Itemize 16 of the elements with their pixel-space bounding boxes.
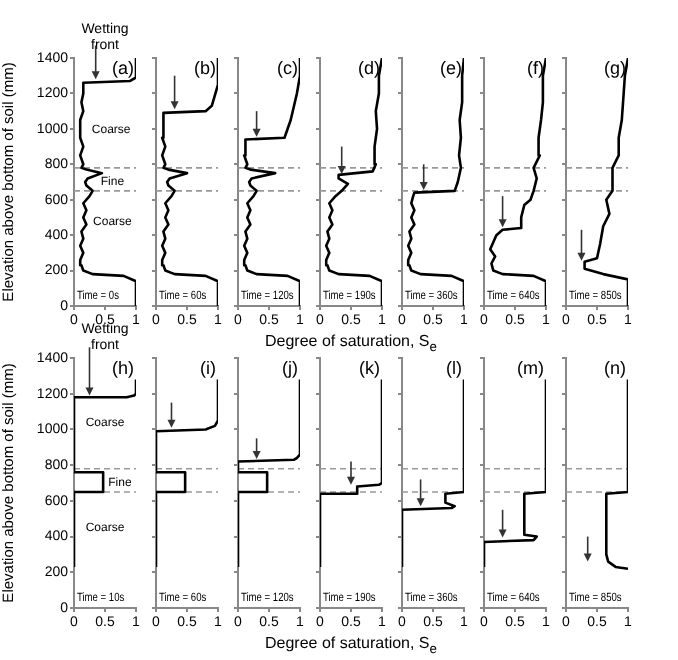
annotation: (l) bbox=[446, 357, 462, 378]
annotation: (n) bbox=[604, 357, 626, 378]
annotation: (c) bbox=[277, 57, 298, 78]
annotation: (m) bbox=[517, 357, 544, 378]
x-axis-title: Degree of saturation, S$_{e}$ bbox=[263, 332, 439, 356]
annotation: (e) bbox=[440, 57, 462, 78]
annotation: (h) bbox=[112, 357, 134, 378]
annotation: (b) bbox=[194, 57, 216, 78]
annotation: (g) bbox=[604, 57, 626, 78]
annotation: (k) bbox=[359, 357, 380, 378]
annotation: (j) bbox=[282, 357, 298, 378]
annotation: (a) bbox=[112, 57, 134, 78]
annotation: (i) bbox=[200, 357, 216, 378]
x-axis-title: Degree of saturation, S$_{e}$ bbox=[263, 634, 439, 658]
annotation: (f) bbox=[527, 57, 544, 78]
annotation: (d) bbox=[358, 57, 380, 78]
